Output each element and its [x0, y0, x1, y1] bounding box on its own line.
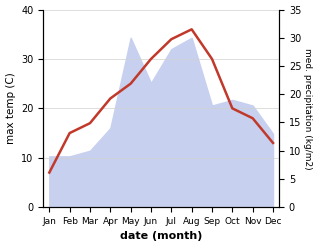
Y-axis label: med. precipitation (kg/m2): med. precipitation (kg/m2)	[303, 48, 313, 169]
X-axis label: date (month): date (month)	[120, 231, 202, 242]
Y-axis label: max temp (C): max temp (C)	[5, 72, 16, 144]
